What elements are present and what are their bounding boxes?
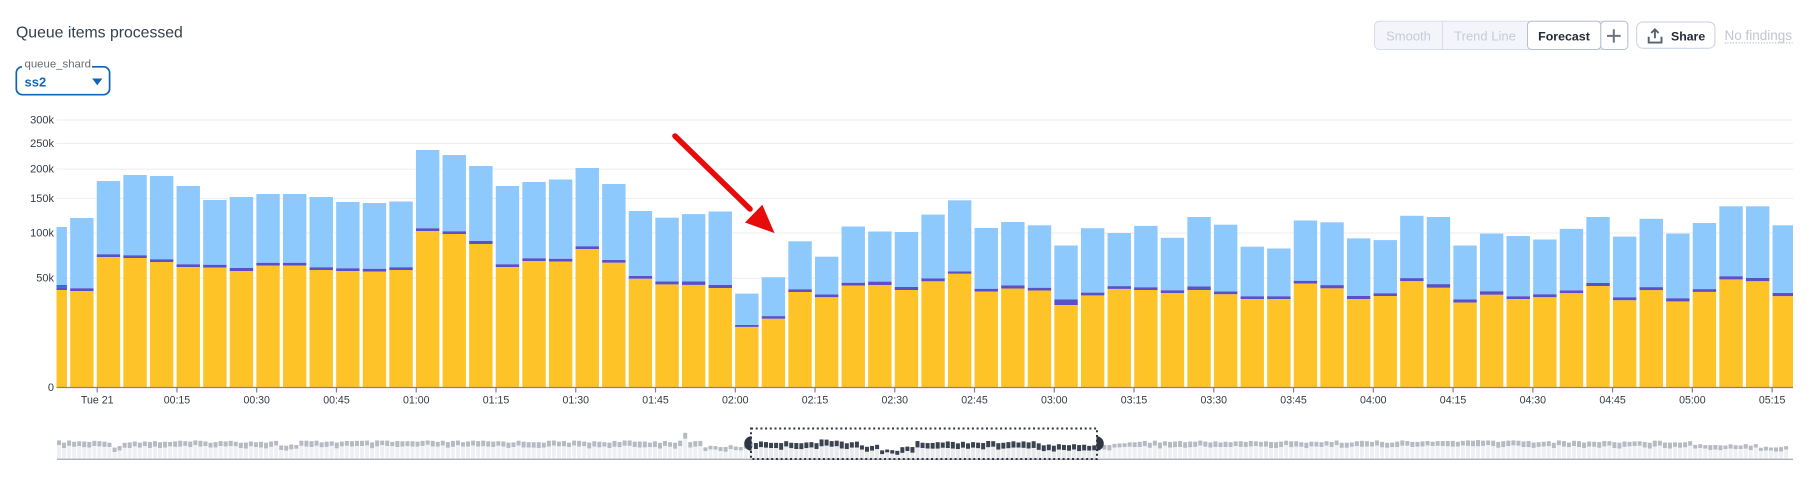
svg-text:05:00: 05:00 <box>1679 395 1706 407</box>
svg-text:Tue 21: Tue 21 <box>81 395 114 407</box>
svg-text:02:45: 02:45 <box>961 395 988 407</box>
svg-text:Share: Share <box>1671 30 1705 44</box>
svg-text:02:30: 02:30 <box>882 395 909 407</box>
svg-text:03:45: 03:45 <box>1280 395 1307 407</box>
svg-text:300k: 300k <box>30 114 54 126</box>
svg-text:03:30: 03:30 <box>1201 395 1228 407</box>
svg-text:00:30: 00:30 <box>243 395 270 407</box>
svg-text:01:45: 01:45 <box>642 395 669 407</box>
svg-text:ss2: ss2 <box>25 75 47 90</box>
svg-text:02:15: 02:15 <box>802 395 829 407</box>
svg-text:04:45: 04:45 <box>1599 395 1626 407</box>
svg-text:Queue items processed: Queue items processed <box>16 24 183 41</box>
svg-text:Forecast: Forecast <box>1538 30 1590 44</box>
svg-text:03:00: 03:00 <box>1041 395 1068 407</box>
svg-text:01:00: 01:00 <box>403 395 430 407</box>
svg-text:queue_shard: queue_shard <box>25 59 92 71</box>
svg-text:0: 0 <box>48 382 54 394</box>
svg-text:04:00: 04:00 <box>1360 395 1387 407</box>
svg-text:Smooth: Smooth <box>1386 29 1431 44</box>
svg-text:04:15: 04:15 <box>1440 395 1467 407</box>
svg-text:50k: 50k <box>36 273 54 285</box>
svg-text:03:15: 03:15 <box>1121 395 1148 407</box>
svg-text:05:15: 05:15 <box>1759 395 1786 407</box>
svg-text:04:30: 04:30 <box>1520 395 1547 407</box>
svg-text:00:45: 00:45 <box>323 395 350 407</box>
svg-text:01:30: 01:30 <box>562 395 589 407</box>
svg-text:150k: 150k <box>30 193 54 205</box>
svg-text:No findings: No findings <box>1725 28 1793 43</box>
svg-text:250k: 250k <box>30 138 54 150</box>
svg-text:01:15: 01:15 <box>483 395 510 407</box>
svg-text:00:15: 00:15 <box>164 395 191 407</box>
svg-text:02:00: 02:00 <box>722 395 749 407</box>
svg-text:Trend Line: Trend Line <box>1454 29 1516 44</box>
svg-text:100k: 100k <box>30 227 54 239</box>
svg-text:200k: 200k <box>30 164 54 176</box>
